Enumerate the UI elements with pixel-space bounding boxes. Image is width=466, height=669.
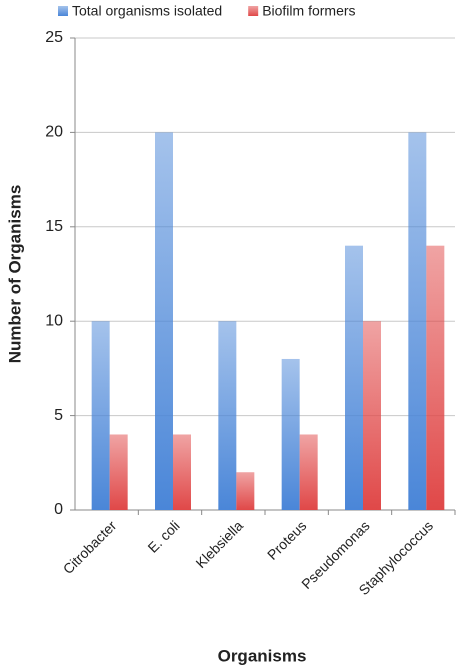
x-tick-label: Klebsiella bbox=[192, 517, 246, 571]
bar bbox=[426, 245, 445, 510]
bar bbox=[218, 321, 237, 510]
x-tick-label: Proteus bbox=[264, 517, 309, 562]
x-axis-title: Organisms bbox=[218, 646, 307, 665]
legend-label: Total organisms isolated bbox=[72, 3, 222, 19]
y-tick-label: 20 bbox=[45, 124, 63, 141]
legend-swatch bbox=[58, 6, 68, 16]
bar bbox=[109, 434, 128, 510]
bar bbox=[281, 358, 300, 510]
bar bbox=[236, 472, 255, 510]
x-tick-label: Citrobacter bbox=[60, 517, 120, 577]
bar bbox=[345, 245, 363, 510]
bar bbox=[408, 132, 427, 510]
y-tick-label: 10 bbox=[45, 312, 63, 329]
bar bbox=[91, 321, 110, 510]
bar bbox=[173, 434, 191, 510]
y-tick-label: 15 bbox=[45, 218, 63, 235]
y-tick-label: 25 bbox=[45, 29, 63, 46]
x-tick-label: E. coli bbox=[144, 517, 182, 555]
y-tick-label: 5 bbox=[54, 407, 63, 424]
bar bbox=[155, 132, 173, 510]
legend-swatch bbox=[248, 6, 259, 16]
legend-label: Biofilm formers bbox=[262, 3, 355, 19]
y-axis-title: Number of Organisms bbox=[5, 185, 24, 364]
bar bbox=[363, 321, 381, 510]
bar bbox=[299, 434, 318, 510]
y-tick-label: 0 bbox=[54, 501, 63, 518]
